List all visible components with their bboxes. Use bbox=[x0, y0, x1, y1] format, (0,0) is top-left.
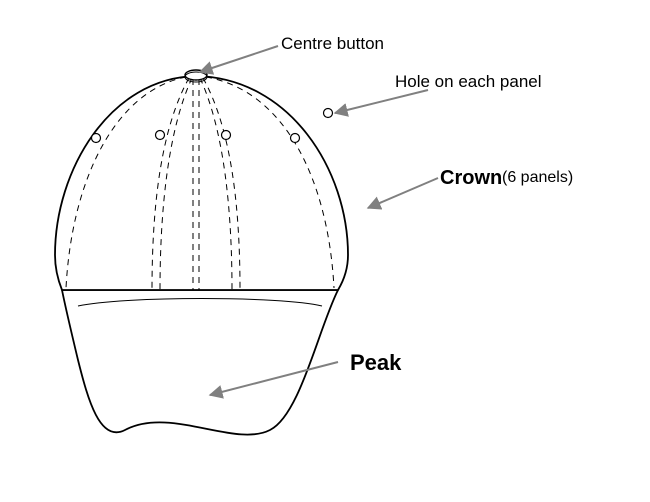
cap-diagram bbox=[0, 0, 650, 502]
eyelet-3 bbox=[291, 134, 300, 143]
cap-drawing bbox=[55, 70, 348, 435]
eyelet-2 bbox=[222, 131, 231, 140]
label-hole: Hole on each panel bbox=[395, 72, 542, 92]
eyelet-1 bbox=[156, 131, 165, 140]
label-peak: Peak bbox=[350, 350, 401, 376]
arrow-centre-button bbox=[200, 46, 278, 72]
label-centre-button: Centre button bbox=[281, 34, 384, 54]
eyelet-4 bbox=[324, 109, 333, 118]
eyelet-0 bbox=[92, 134, 101, 143]
arrow-crown bbox=[368, 178, 438, 208]
label-crown-note: (6 panels) bbox=[502, 169, 573, 187]
crown-outline bbox=[55, 76, 348, 290]
arrow-hole bbox=[335, 90, 428, 113]
label-crown: Crown bbox=[440, 167, 502, 190]
peak-outline bbox=[62, 290, 338, 435]
